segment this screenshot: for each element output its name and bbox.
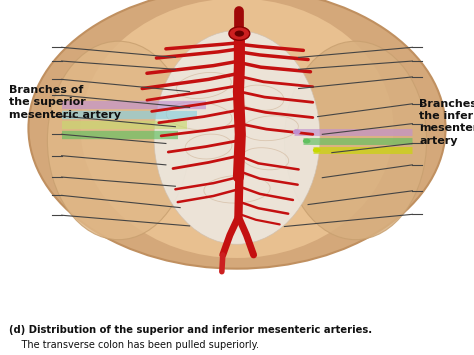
Text: Branches of
the inferior
mesenteric
artery: Branches of the inferior mesenteric arte… [419, 99, 474, 146]
Circle shape [229, 27, 250, 40]
Ellipse shape [47, 41, 190, 240]
Ellipse shape [284, 41, 427, 240]
Circle shape [293, 130, 301, 134]
Circle shape [303, 138, 310, 143]
Ellipse shape [154, 31, 320, 244]
Text: (d) Distribution of the superior and inferior mesenteric arteries.: (d) Distribution of the superior and inf… [9, 325, 373, 335]
Text: Branches of
the superior
mesenteric artery: Branches of the superior mesenteric arte… [9, 85, 121, 120]
Circle shape [313, 148, 320, 153]
Ellipse shape [28, 0, 446, 269]
Circle shape [235, 31, 244, 37]
Text: The transverse colon has been pulled superiorly.: The transverse colon has been pulled sup… [9, 340, 259, 350]
Ellipse shape [81, 0, 393, 258]
